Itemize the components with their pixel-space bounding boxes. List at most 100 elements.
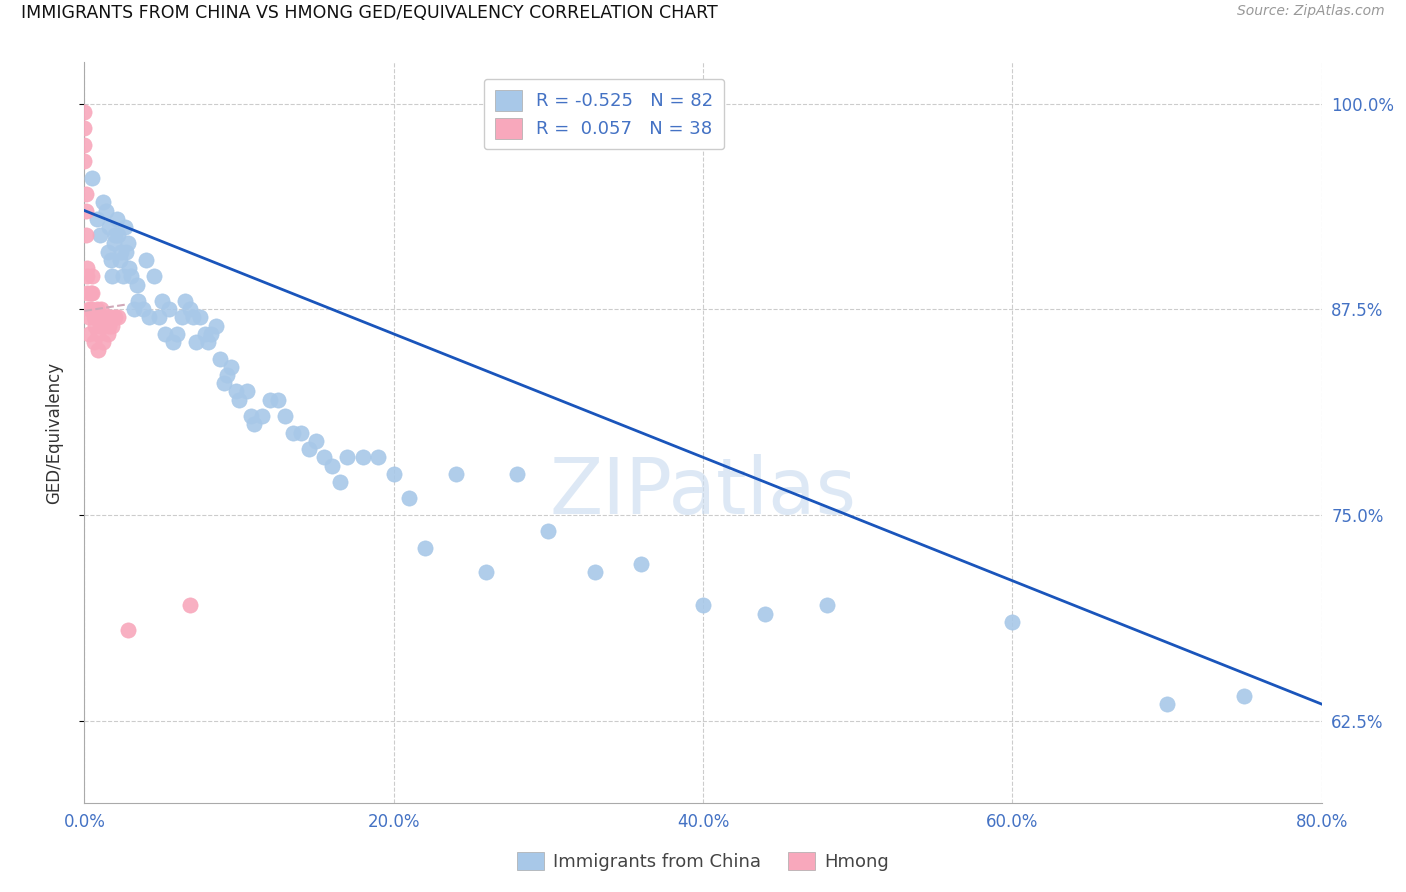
Point (135, 252, 157, 267)
Legend: Immigrants from China, Hmong: Immigrants from China, Hmong (510, 845, 896, 879)
Point (205, 318, 228, 333)
Point (98, 219, 121, 234)
Point (143, 269, 166, 284)
Point (290, 425, 312, 440)
Point (82, 285, 104, 300)
Point (283, 425, 305, 440)
Point (120, 269, 142, 284)
Point (200, 326, 222, 341)
Point (179, 302, 201, 317)
Text: ZIPatlas: ZIPatlas (550, 454, 856, 530)
Y-axis label: GED/Equivalency: GED/Equivalency (45, 361, 63, 504)
Point (77, 302, 100, 317)
Point (73, 137, 96, 152)
Point (76, 261, 98, 276)
Point (89, 318, 111, 333)
Point (181, 310, 204, 325)
Point (221, 359, 243, 374)
Point (170, 310, 193, 325)
Point (91, 195, 114, 210)
Legend: R = -0.525   N = 82, R =  0.057   N = 38: R = -0.525 N = 82, R = 0.057 N = 38 (484, 78, 724, 150)
Point (87, 326, 110, 341)
Point (194, 326, 217, 341)
Point (110, 244, 132, 259)
Point (367, 450, 389, 465)
Point (1001, 615, 1024, 629)
Point (336, 450, 359, 465)
Point (314, 450, 336, 465)
Point (352, 450, 374, 465)
Point (212, 376, 235, 391)
Point (197, 335, 219, 350)
Point (86, 310, 108, 325)
Point (179, 599, 201, 613)
Point (184, 335, 207, 350)
Point (215, 368, 238, 382)
Point (1156, 697, 1178, 711)
Point (98, 318, 121, 333)
Point (188, 310, 212, 325)
Point (398, 491, 420, 506)
Point (815, 599, 838, 613)
Point (90, 302, 112, 317)
Point (94, 203, 117, 218)
Point (105, 211, 128, 226)
Point (537, 524, 560, 539)
Point (117, 236, 139, 251)
Point (174, 293, 197, 308)
Point (73, 121, 96, 136)
Point (225, 384, 247, 399)
Point (117, 623, 139, 637)
Point (97, 244, 120, 259)
Point (128, 293, 150, 308)
Text: IMMIGRANTS FROM CHINA VS HMONG GED/EQUIVALENCY CORRELATION CHART: IMMIGRANTS FROM CHINA VS HMONG GED/EQUIV… (21, 4, 718, 22)
Point (583, 566, 606, 580)
Point (112, 269, 135, 284)
Point (100, 310, 122, 325)
Point (86, 302, 108, 317)
Point (122, 302, 145, 317)
Point (506, 467, 529, 481)
Point (87, 343, 110, 358)
Point (104, 310, 127, 325)
Point (159, 302, 181, 317)
Point (77, 326, 100, 341)
Point (125, 277, 148, 292)
Point (82, 269, 104, 284)
Point (114, 219, 136, 234)
Point (166, 326, 188, 341)
Text: Source: ZipAtlas.com: Source: ZipAtlas.com (1237, 4, 1385, 19)
Point (162, 335, 184, 350)
Point (259, 392, 281, 407)
Point (754, 607, 776, 621)
Point (89, 310, 111, 325)
Point (228, 392, 250, 407)
Point (73, 104, 96, 119)
Point (104, 228, 127, 243)
Point (413, 541, 436, 555)
Point (138, 310, 160, 325)
Point (329, 475, 352, 489)
Point (76, 269, 98, 284)
Point (83, 335, 105, 350)
Point (630, 558, 652, 572)
Point (101, 269, 124, 284)
Point (82, 170, 104, 185)
Point (100, 252, 122, 267)
Point (236, 384, 259, 399)
Point (132, 302, 155, 317)
Point (252, 409, 274, 424)
Point (240, 409, 263, 424)
Point (475, 566, 498, 580)
Point (97, 326, 120, 341)
Point (692, 599, 714, 613)
Point (76, 285, 98, 300)
Point (298, 442, 321, 456)
Point (75, 187, 97, 202)
Point (101, 318, 124, 333)
Point (97, 310, 120, 325)
Point (79, 285, 101, 300)
Point (107, 310, 129, 325)
Point (274, 409, 297, 424)
Point (83, 310, 105, 325)
